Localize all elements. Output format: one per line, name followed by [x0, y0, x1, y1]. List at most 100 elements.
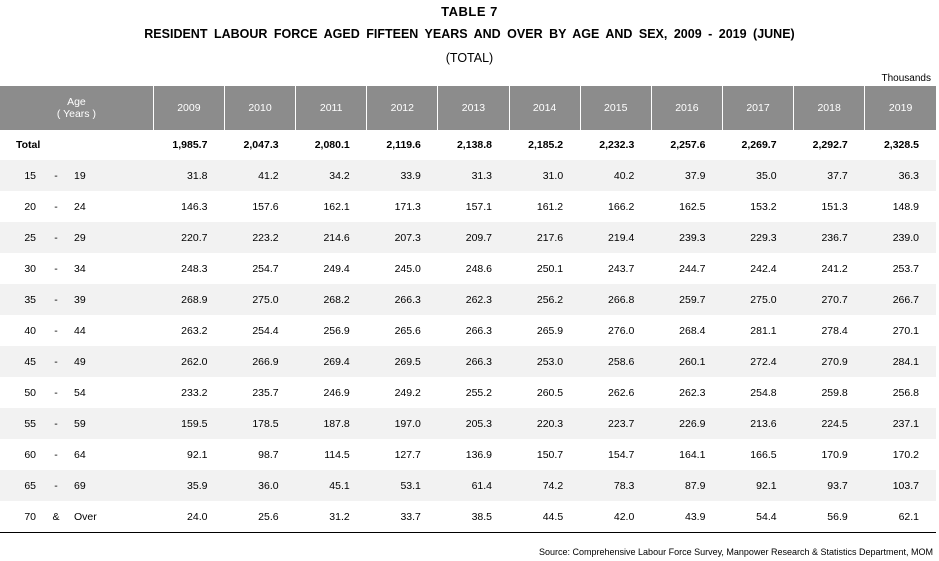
total-cell: 2,232.3: [599, 139, 635, 151]
year-header: 2014: [508, 86, 581, 130]
age-low: 70: [24, 510, 36, 523]
data-cell: 161.2: [536, 200, 564, 213]
age-high: 64: [74, 448, 86, 461]
data-cell: 103.7: [864, 470, 936, 501]
header-row: Age ( Years ) 2009 2010 2011 2012 2013 2014 20…: [0, 86, 936, 130]
data-cell: 262.3: [437, 284, 510, 315]
age-low: 40: [24, 324, 36, 337]
data-cell: 43.9: [651, 501, 723, 533]
data-cell: 260.1: [651, 346, 723, 377]
data-cell: 153.2: [750, 200, 777, 213]
data-cell: 275.0: [224, 284, 296, 315]
data-cell: 266.8: [580, 284, 652, 315]
total-cell: 2,080.1: [314, 139, 350, 151]
data-cell: 78.3: [580, 470, 652, 501]
total-cell: 2,138.8: [456, 139, 493, 151]
table-row: 25 - 29 220.7 223.2 214.6 207.3 209.7 217.6 219.4…: [0, 222, 936, 253]
data-cell: 259.7: [651, 284, 723, 315]
age-high: 69: [74, 479, 86, 492]
total-cell: 2,269.7: [741, 139, 777, 151]
total-cell: 2,119.6: [386, 139, 421, 151]
age-separator: -: [54, 200, 58, 213]
data-cell: 254.4: [252, 324, 279, 337]
data-cell: 250.1: [536, 262, 564, 275]
age-separator: -: [54, 293, 58, 306]
data-cell: 45.1: [295, 470, 367, 501]
age-separator: -: [54, 417, 58, 430]
source-note: Source: Comprehensive Labour Force Surve…: [539, 547, 933, 557]
age-group-cell: 25 - 29: [0, 222, 154, 253]
table-row: 35-39 268.9 275.0 268.2 266.3 262.3 256.2 266.8…: [0, 284, 936, 315]
year-header: 2011: [295, 86, 367, 130]
data-cell: 270.9: [793, 346, 865, 377]
data-cell: 217.6: [509, 222, 581, 253]
data-cell: 226.9: [651, 408, 723, 439]
year-header: 2009: [152, 86, 225, 130]
table-body: Total 1,985.7 2,047.3 2,080.1 2,119.6 2,138.…: [0, 130, 936, 533]
data-cell: 31.3: [437, 160, 510, 191]
table-row: 45 - 49 262.0 266.9 269.4 269.5 266.3 253.0 258.6…: [0, 346, 936, 377]
data-cell: 162.5: [679, 200, 706, 213]
data-cell: 33.9: [366, 160, 438, 191]
data-cell: 24.0: [153, 501, 225, 533]
data-cell: 159.5: [153, 408, 225, 439]
table-row: 40 - 44 263.2 254.4 256.9 265.6 266.3 265.9 276.0…: [0, 315, 936, 346]
age-low: 15: [24, 169, 36, 182]
data-cell: 151.3: [821, 200, 848, 213]
data-cell: 254.8: [750, 386, 777, 399]
data-cell: 235.7: [252, 386, 279, 399]
age-high: 44: [74, 324, 86, 337]
data-cell: 249.4: [323, 262, 350, 275]
data-cell: 127.7: [394, 448, 421, 461]
data-cell: 33.7: [366, 501, 438, 533]
data-cell: 258.6: [580, 346, 652, 377]
age-high: 54: [74, 386, 86, 399]
year-header: 2017: [721, 86, 794, 130]
age-group-cell: 70 & Over: [0, 501, 154, 533]
data-cell: 259.8: [821, 386, 848, 399]
data-cell: 270.7: [793, 284, 865, 315]
age-high: 24: [74, 200, 86, 213]
data-cell: 92.1: [722, 470, 794, 501]
data-cell: 223.7: [580, 408, 652, 439]
data-cell: 246.9: [323, 386, 350, 399]
data-cell: 213.6: [722, 408, 794, 439]
data-cell: 262.3: [679, 386, 706, 399]
data-cell: 275.0: [722, 284, 794, 315]
data-cell: 281.1: [750, 324, 777, 337]
age-separator: -: [54, 479, 58, 492]
total-cell: 1,985.7: [172, 139, 208, 151]
age-low: 45: [24, 355, 36, 368]
age-low: 65: [24, 479, 36, 492]
data-cell: 31.0: [509, 160, 581, 191]
data-cell: 266.3: [437, 346, 510, 377]
age-low: 60: [24, 448, 36, 461]
age-separator: -: [54, 386, 58, 399]
table-subtitle: (TOTAL): [445, 51, 494, 65]
data-cell: 253.7: [892, 262, 919, 275]
data-cell: 92.1: [187, 448, 208, 461]
age-high: Over: [74, 510, 97, 523]
data-cell: 248.6: [465, 262, 493, 275]
data-cell: 256.9: [323, 324, 350, 337]
age-group-cell: 65 - 69: [0, 470, 154, 501]
data-cell: 40.2: [580, 160, 652, 191]
data-cell: 41.2: [224, 160, 296, 191]
table-row: 55 - 59 159.5 178.5 187.8 197.0 205.3 220.3 223.7…: [0, 408, 936, 439]
data-cell: 178.5: [224, 408, 296, 439]
data-cell: 241.2: [821, 262, 848, 275]
data-cell: 197.0: [366, 408, 438, 439]
age-separator: -: [54, 262, 58, 275]
data-cell: 242.4: [750, 262, 777, 275]
age-group-cell: 40 - 44: [0, 315, 153, 346]
data-cell: 278.4: [821, 324, 848, 337]
data-cell: 54.4: [722, 501, 794, 533]
data-cell: 220.7: [153, 222, 225, 253]
data-cell: 229.3: [722, 222, 794, 253]
data-cell: 44.5: [509, 501, 581, 533]
year-header: 2013: [437, 86, 510, 130]
age-group-cell: 50 - 54: [0, 377, 153, 408]
data-cell: 164.1: [679, 448, 706, 461]
data-cell: 214.6: [295, 222, 367, 253]
data-cell: 205.3: [437, 408, 510, 439]
